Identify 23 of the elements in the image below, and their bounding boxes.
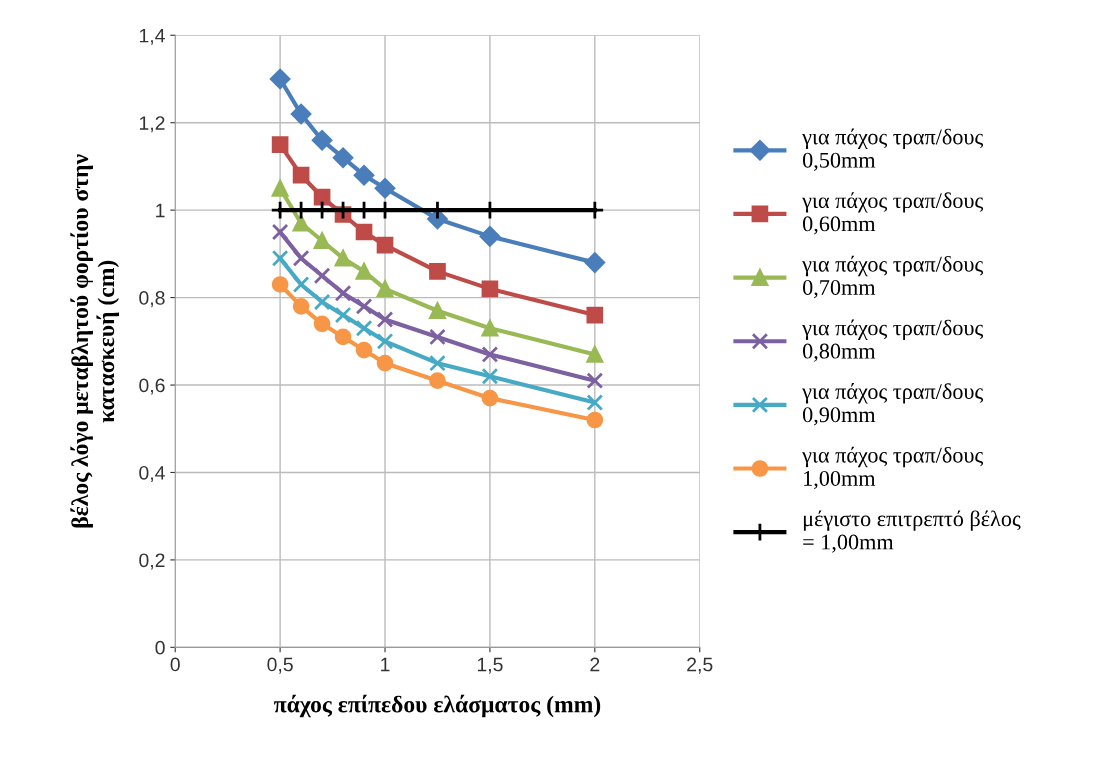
x-tick-label: 1 — [381, 657, 390, 672]
y-axis-title: βέλος λόγο μεταβλητού φορτίου στην κατασκευή (cm) — [70, 154, 120, 528]
y-tick-label: 1,4 — [139, 28, 165, 45]
x-tick-label: 2 — [590, 657, 600, 672]
legend-label: μέγιστο επιτρεπτό βέλος = 1,00mm — [803, 510, 1021, 553]
y-tick-label: 0,2 — [139, 553, 165, 570]
legend-label: για πάχος τραπ/δους 0,50mm — [802, 128, 984, 171]
y-tick-label: 1,2 — [139, 116, 165, 133]
y-tick-label: 0,6 — [139, 378, 165, 395]
y-tick-label: 0,8 — [139, 291, 165, 308]
legend-label: για πάχος τραπ/δους 0,60mm — [802, 192, 984, 235]
x-tick-label: 1,5 — [477, 657, 503, 674]
legend-label: για πάχος τραπ/δους 0,70mm — [802, 255, 984, 299]
y-tick-label: 0 — [155, 640, 165, 655]
legend-label: για πάχος τραπ/δους 1,00mm — [802, 446, 984, 490]
x-tick-label: 0 — [170, 657, 180, 672]
x-axis-title: πάχος επίπεδου ελάσματος (mm) — [274, 694, 601, 718]
x-tick-label: 0,5 — [267, 657, 293, 674]
legend-label: για πάχος τραπ/δους 0,90mm — [802, 383, 984, 426]
y-tick-label: 1 — [156, 203, 165, 218]
y-tick-label: 0,4 — [139, 465, 165, 483]
x-tick-label: 2,5 — [687, 657, 713, 674]
legend-label: για πάχος τραπ/δους 0,80mm — [802, 319, 984, 362]
